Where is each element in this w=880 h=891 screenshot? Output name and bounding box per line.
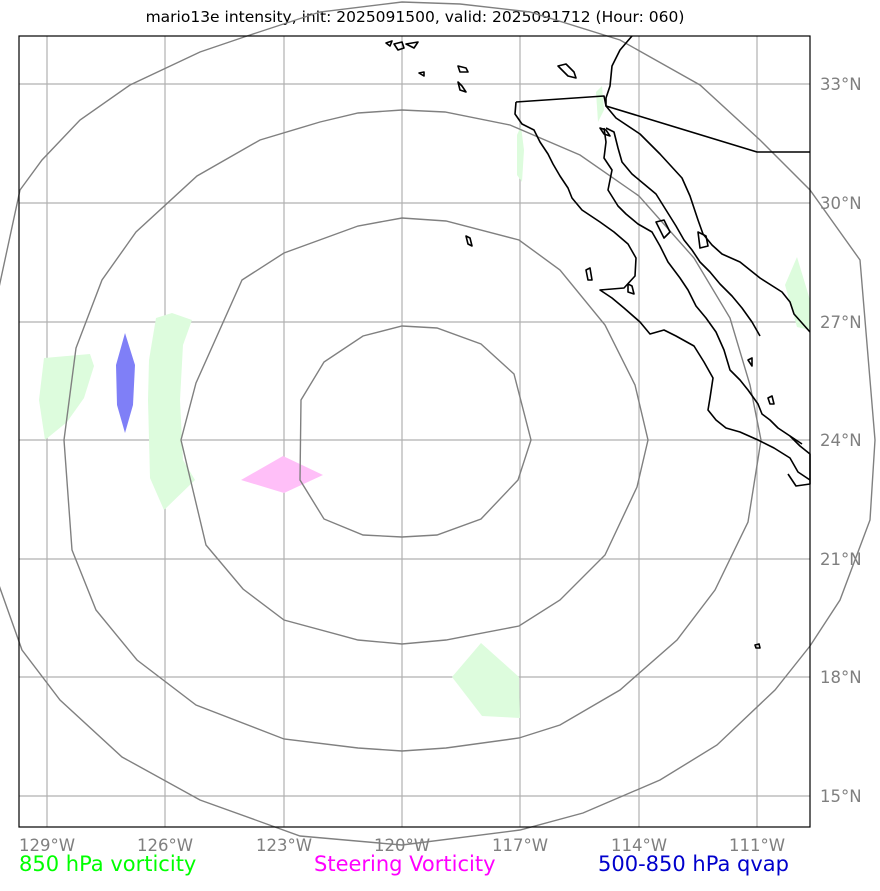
map-background — [19, 36, 810, 827]
lat-tick-label: 24°N — [820, 431, 862, 450]
lon-tick-label: 120°W — [374, 836, 430, 855]
border-us-mexico — [515, 95, 810, 153]
lon-tick-label: 123°W — [256, 836, 312, 855]
island — [405, 41, 419, 49]
island — [697, 231, 709, 249]
range-ring-2 — [180, 217, 649, 645]
chart-title: mario13e intensity, init: 2025091500, va… — [145, 8, 685, 26]
coastline-baja-gulf — [603, 127, 803, 445]
island — [767, 395, 775, 405]
lat-tick-labels: 33°N 30°N 27°N 24°N 21°N 18°N 15°N — [820, 75, 862, 806]
island — [557, 63, 577, 79]
qvap-area — [116, 333, 135, 433]
range-ring-3 — [63, 109, 762, 752]
legend-qvap: 500-850 hPa qvap — [598, 852, 789, 876]
coastlines — [385, 35, 811, 649]
lon-tick-label: 114°W — [611, 836, 667, 855]
lon-tick-labels: 129°W 126°W 123°W 120°W 117°W 114°W 111°… — [19, 836, 785, 855]
vorticity-850-area — [517, 126, 524, 182]
island — [747, 357, 753, 367]
island — [465, 235, 473, 247]
coastline-gulf-eastern — [605, 127, 761, 337]
coastline-mainland — [605, 35, 811, 333]
lat-tick-label: 15°N — [820, 787, 862, 806]
vorticity-850-area — [596, 86, 604, 122]
lat-tick-label: 27°N — [820, 313, 862, 332]
legend-850-vorticity: 850 hPa vorticity — [19, 852, 197, 876]
vorticity-850-contours — [39, 86, 810, 718]
island — [457, 81, 467, 93]
island — [599, 127, 611, 137]
vorticity-850-area — [148, 313, 195, 510]
lat-tick-label: 33°N — [820, 75, 862, 94]
lon-tick-label: 129°W — [19, 836, 75, 855]
vorticity-850-area — [785, 257, 810, 330]
island — [457, 65, 469, 73]
vorticity-850-area — [39, 354, 94, 440]
island — [585, 267, 593, 281]
lon-tick-label: 117°W — [492, 836, 548, 855]
island — [393, 41, 405, 51]
graticule — [19, 36, 810, 827]
range-rings — [0, 1, 876, 846]
island — [627, 283, 635, 295]
island — [385, 40, 393, 47]
island — [754, 643, 761, 649]
lon-tick-label: 111°W — [729, 836, 785, 855]
coastline-baja-pacific — [514, 101, 811, 481]
range-ring-4 — [0, 1, 876, 846]
lat-tick-label: 30°N — [820, 194, 862, 213]
vorticity-850-area — [452, 643, 520, 718]
lat-tick-label: 18°N — [820, 668, 862, 687]
island — [655, 219, 671, 239]
map-frame — [18, 35, 811, 828]
range-ring-1 — [299, 325, 532, 538]
island — [418, 71, 425, 77]
legend-steering-vorticity: Steering Vorticity — [314, 852, 496, 876]
lon-tick-label: 126°W — [137, 836, 193, 855]
lat-tick-label: 21°N — [820, 550, 862, 569]
